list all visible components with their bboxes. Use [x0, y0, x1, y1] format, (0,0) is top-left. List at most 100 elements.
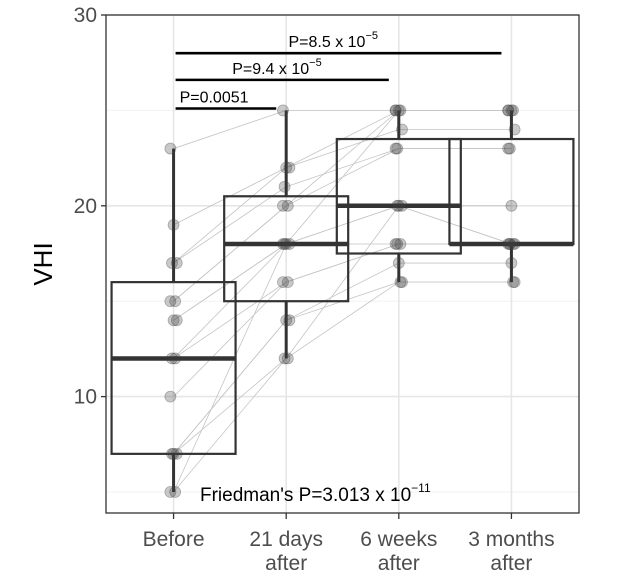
data-point [283, 238, 296, 250]
box-iqr [335, 137, 462, 255]
data-point [505, 199, 518, 212]
data-point [507, 104, 519, 117]
friedman-label: Friedman's P=3.013 x 10 [200, 485, 411, 506]
x-tick-label-line2: after [490, 552, 532, 575]
data-point [278, 180, 291, 193]
data-point [164, 142, 177, 155]
data-point [278, 352, 291, 365]
friedman-annotation: Friedman's P=3.013 x 10−11 [200, 481, 431, 506]
data-point [508, 123, 521, 136]
comparison-exponent: −5 [365, 30, 378, 42]
data-point [394, 104, 407, 117]
subject-line [173, 110, 512, 493]
data-points [164, 104, 521, 498]
data-point [166, 257, 178, 269]
data-point [169, 486, 182, 498]
x-tick-label: Before [143, 528, 205, 551]
comparison-p-value: P=0.0051 [180, 89, 249, 106]
data-point [283, 314, 296, 327]
data-point [280, 314, 293, 327]
data-point [392, 104, 405, 117]
data-point [396, 199, 408, 212]
x-tick-label: 6 weeks [360, 528, 437, 551]
subject-line [173, 129, 512, 264]
data-point [167, 314, 180, 327]
data-point [169, 352, 182, 365]
data-point [503, 238, 516, 250]
data-point [391, 199, 404, 212]
data-point [277, 238, 289, 250]
data-point [503, 238, 516, 250]
data-point [277, 276, 289, 289]
y-tick-label: 20 [74, 195, 97, 218]
data-point [277, 104, 289, 117]
data-point [502, 238, 515, 250]
data-point [389, 104, 402, 117]
data-point [281, 276, 294, 289]
data-point [507, 276, 519, 289]
data-point [166, 352, 178, 365]
comparison-p-value: P=8.5 x 10 [289, 34, 366, 51]
subject-line [173, 281, 512, 493]
data-point [281, 199, 294, 212]
data-point [391, 238, 404, 250]
data-point [164, 295, 177, 308]
x-tick-label-line2: after [265, 552, 307, 575]
x-tick-label-line2: after [378, 552, 420, 575]
data-point [281, 352, 294, 365]
data-point [280, 161, 293, 174]
data-point [277, 199, 289, 212]
comparison-p-value: P=9.4 x 10 [232, 61, 309, 78]
data-point [503, 142, 516, 155]
y-axis-label: VHI [28, 242, 58, 285]
data-point [164, 486, 177, 498]
friedman-exponent: −11 [411, 481, 431, 495]
data-point [508, 276, 521, 289]
data-point [283, 161, 296, 174]
boxes [110, 110, 575, 493]
data-point [394, 276, 407, 289]
data-point [389, 142, 402, 155]
data-point [502, 104, 515, 117]
data-point [170, 257, 183, 269]
subject-line [173, 205, 512, 455]
data-point [280, 238, 293, 250]
data-point [167, 218, 180, 231]
subject-line [173, 281, 512, 455]
data-point [502, 142, 515, 155]
data-point [278, 238, 291, 250]
plot-panel-border [105, 14, 580, 514]
data-point [170, 314, 183, 327]
data-point [502, 104, 515, 117]
data-point [507, 238, 519, 250]
comparison-label: P=8.5 x 10−5 [289, 30, 379, 51]
data-point [170, 447, 183, 460]
box-iqr [223, 195, 350, 303]
comparison-label: P=0.0051 [180, 89, 249, 106]
x-tick-label: 3 months [468, 528, 554, 551]
data-point [394, 238, 407, 250]
box-iqr [110, 281, 237, 455]
data-point [166, 447, 178, 460]
y-tick-label: 30 [74, 4, 97, 27]
data-point [392, 257, 405, 269]
data-point [167, 447, 180, 460]
data-point [396, 276, 408, 289]
data-point [164, 390, 177, 403]
y-tick-label: 10 [74, 386, 97, 409]
data-point [389, 104, 402, 117]
x-tick-label: 21 days [249, 528, 323, 551]
data-point [169, 295, 182, 308]
data-point [391, 142, 404, 155]
data-point [396, 123, 408, 136]
data-point [392, 199, 405, 212]
data-point [505, 257, 518, 269]
data-point [389, 238, 402, 250]
data-point [505, 104, 518, 117]
data-point [508, 238, 521, 250]
comparison-label: P=9.4 x 10−5 [232, 57, 322, 78]
comparison-exponent: −5 [309, 57, 322, 69]
